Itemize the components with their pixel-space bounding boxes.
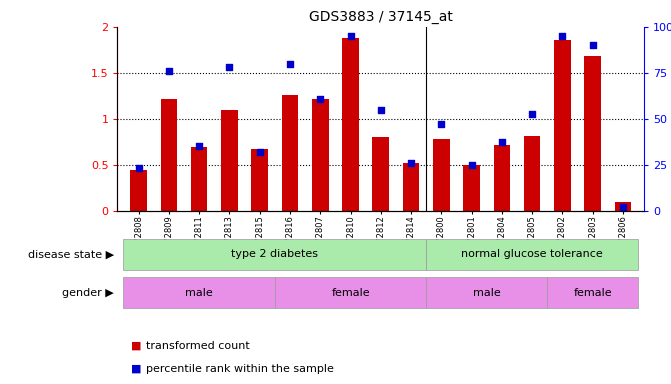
- Bar: [123, 239, 426, 270]
- Bar: [524, 136, 540, 211]
- Text: normal glucose tolerance: normal glucose tolerance: [461, 249, 603, 260]
- Point: [224, 65, 235, 71]
- Bar: [426, 277, 548, 308]
- Text: female: female: [574, 288, 612, 298]
- Bar: [463, 165, 480, 211]
- Text: gender ▶: gender ▶: [62, 288, 114, 298]
- Point: [527, 111, 537, 117]
- Point: [194, 143, 205, 149]
- Bar: [123, 277, 275, 308]
- Bar: [548, 277, 638, 308]
- Point: [466, 162, 477, 168]
- Text: male: male: [185, 288, 213, 298]
- Bar: [554, 40, 571, 211]
- Point: [587, 42, 598, 48]
- Point: [345, 33, 356, 39]
- Bar: [372, 137, 389, 211]
- Text: percentile rank within the sample: percentile rank within the sample: [146, 364, 333, 374]
- Bar: [252, 149, 268, 211]
- Text: male: male: [473, 288, 501, 298]
- Bar: [584, 56, 601, 211]
- Bar: [403, 163, 419, 211]
- Text: female: female: [331, 288, 370, 298]
- Point: [497, 139, 507, 145]
- Text: disease state ▶: disease state ▶: [28, 249, 114, 260]
- Bar: [312, 99, 329, 211]
- Point: [557, 33, 568, 39]
- Bar: [342, 38, 359, 211]
- Point: [376, 107, 386, 113]
- Point: [315, 96, 325, 102]
- Bar: [275, 277, 426, 308]
- Point: [617, 204, 628, 210]
- Text: ■: ■: [131, 364, 145, 374]
- Text: transformed count: transformed count: [146, 341, 250, 351]
- Title: GDS3883 / 37145_at: GDS3883 / 37145_at: [309, 10, 453, 25]
- Text: type 2 diabetes: type 2 diabetes: [231, 249, 318, 260]
- Bar: [426, 239, 638, 270]
- Bar: [160, 99, 177, 211]
- Bar: [191, 147, 207, 211]
- Text: ■: ■: [131, 341, 145, 351]
- Point: [436, 121, 447, 127]
- Point: [134, 165, 144, 171]
- Point: [285, 61, 295, 67]
- Bar: [615, 202, 631, 211]
- Bar: [494, 145, 510, 211]
- Point: [254, 149, 265, 155]
- Bar: [130, 170, 147, 211]
- Bar: [433, 139, 450, 211]
- Bar: [282, 95, 299, 211]
- Point: [406, 160, 417, 166]
- Point: [164, 68, 174, 74]
- Bar: [221, 110, 238, 211]
